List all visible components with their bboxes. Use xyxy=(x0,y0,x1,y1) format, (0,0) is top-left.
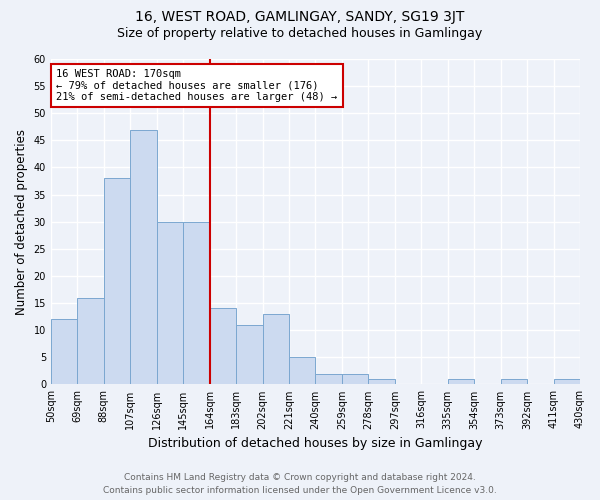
Text: Size of property relative to detached houses in Gamlingay: Size of property relative to detached ho… xyxy=(118,28,482,40)
Bar xyxy=(500,379,527,384)
Bar xyxy=(263,314,289,384)
Bar xyxy=(77,298,104,384)
Bar xyxy=(183,222,209,384)
Bar xyxy=(554,379,580,384)
Bar xyxy=(51,320,77,384)
Bar xyxy=(368,379,395,384)
Bar xyxy=(289,358,316,384)
Bar xyxy=(316,374,342,384)
Bar xyxy=(342,374,368,384)
X-axis label: Distribution of detached houses by size in Gamlingay: Distribution of detached houses by size … xyxy=(148,437,483,450)
Bar xyxy=(236,325,263,384)
Bar xyxy=(157,222,183,384)
Bar xyxy=(130,130,157,384)
Bar xyxy=(104,178,130,384)
Text: Contains HM Land Registry data © Crown copyright and database right 2024.
Contai: Contains HM Land Registry data © Crown c… xyxy=(103,474,497,495)
Bar xyxy=(448,379,474,384)
Bar xyxy=(209,308,236,384)
Y-axis label: Number of detached properties: Number of detached properties xyxy=(15,128,28,314)
Text: 16, WEST ROAD, GAMLINGAY, SANDY, SG19 3JT: 16, WEST ROAD, GAMLINGAY, SANDY, SG19 3J… xyxy=(136,10,464,24)
Text: 16 WEST ROAD: 170sqm
← 79% of detached houses are smaller (176)
21% of semi-deta: 16 WEST ROAD: 170sqm ← 79% of detached h… xyxy=(56,69,337,102)
